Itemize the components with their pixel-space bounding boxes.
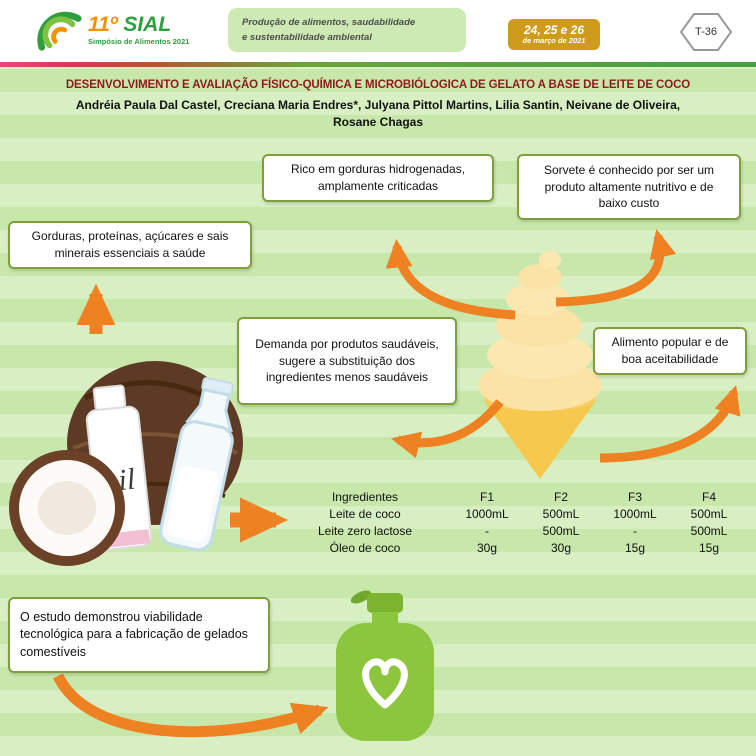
tagline-line-2: e sustentabilidade ambiental: [242, 31, 372, 43]
supplement-bottle-illustration: [336, 590, 434, 741]
date-badge: 24, 25 e 26 de março de 2021: [508, 19, 600, 50]
table-cell: 15g: [698, 540, 720, 555]
authors: Andréia Paula Dal Castel, Creciana Maria…: [0, 97, 756, 131]
authors-line-1: Andréia Paula Dal Castel, Creciana Maria…: [75, 98, 681, 112]
table-header-cell: F3: [627, 489, 642, 504]
arrow-to-bottle-icon: [53, 673, 329, 738]
table-cell: -: [633, 523, 637, 538]
callout-hydrogenated-fats: Rico em gorduras hidrogenadas, amplament…: [262, 154, 494, 202]
table-row: Óleo de coco 30g 30g 15g 15g: [280, 539, 746, 556]
hexagon-icon: [679, 13, 733, 51]
table-row: Leite zero lactose - 500mL - 500mL: [280, 522, 746, 539]
date-line-2: de março de 2021: [522, 35, 586, 45]
table-row: Leite de coco 1000mL 500mL 1000mL 500mL: [280, 505, 746, 522]
date-line-1: 24, 25 e 26: [523, 22, 585, 37]
table-header-cell: F1: [479, 489, 494, 504]
table-cell: 500mL: [542, 506, 580, 521]
leaf-icon: [350, 590, 372, 604]
authors-line-2: Rosane Chagas: [332, 115, 424, 129]
table-cell: 500mL: [690, 506, 728, 521]
callout-conclusion: O estudo demonstrou viabilidade tecnológ…: [8, 597, 270, 673]
table-cell: Óleo de coco: [329, 540, 401, 555]
table-cell: 500mL: [690, 523, 728, 538]
bottle-neck-icon: [372, 612, 398, 625]
ice-cream-swirl-icon: [478, 251, 602, 411]
callout-sorvete-nutritivo: Sorvete é conhecido por ser um produto a…: [517, 154, 741, 220]
poster-code: T-36: [694, 26, 717, 38]
logo-subtitle: Simpósio de Alimentos 2021: [88, 37, 190, 47]
tagline-line-1: Produção de alimentos, saudabilidade: [242, 17, 416, 28]
table-header-row: Ingredientes F1 F2 F3 F4: [280, 488, 746, 505]
callout-popular-food: Alimento popular e de boa aceitabilidade: [593, 327, 747, 375]
event-tagline: Produção de alimentos, saudabilidade e s…: [228, 8, 466, 52]
ice-cream-illustration: [478, 251, 602, 479]
table-cell: Leite de coco: [329, 506, 401, 521]
table-cell: 30g: [476, 540, 498, 555]
divider-stripe: [0, 62, 756, 67]
table-cell: 500mL: [542, 523, 580, 538]
milk-bottle-icon: [159, 377, 234, 552]
heart-icon: [362, 658, 408, 709]
logo-name: SIAL: [123, 13, 172, 37]
callout-healthy-demand: Demanda por produtos saudáveis, sugere a…: [237, 317, 457, 405]
coconut-illustration: oil: [9, 361, 243, 566]
sial-logo: 11º SIAL Simpósio de Alimentos 2021: [36, 8, 189, 52]
table-cell: Leite zero lactose: [317, 523, 413, 538]
header-bar: 11º SIAL Simpósio de Alimentos 2021 Prod…: [0, 0, 756, 62]
ingredients-table: Ingredientes F1 F2 F3 F4 Leite de coco 1…: [280, 488, 746, 556]
logo-text: 11º SIAL Simpósio de Alimentos 2021: [88, 14, 189, 46]
callout-nutrients-health: Gorduras, proteínas, açúcares e sais min…: [8, 221, 252, 269]
bottle-body-icon: [336, 623, 434, 741]
poster-code-badge: T-36: [678, 11, 734, 53]
poster-title: DESENVOLVIMENTO E AVALIAÇÃO FÍSICO-QUÍMI…: [65, 79, 691, 91]
logo-swirl-icon: [37, 11, 82, 51]
table-cell: 1000mL: [613, 506, 657, 521]
arrow-to-popular-icon: [599, 385, 741, 463]
table-header-cell: F4: [701, 489, 716, 504]
logo-number: 11º: [88, 13, 118, 37]
table-header-cell: Ingredientes: [331, 489, 399, 504]
table-cell: -: [485, 523, 489, 538]
table-header-cell: F2: [553, 489, 568, 504]
table-cell: 15g: [624, 540, 646, 555]
bottle-cap-icon: [367, 593, 403, 613]
table-cell: 1000mL: [465, 506, 509, 521]
table-cell: 30g: [550, 540, 572, 555]
half-coconut-icon: [9, 450, 125, 566]
